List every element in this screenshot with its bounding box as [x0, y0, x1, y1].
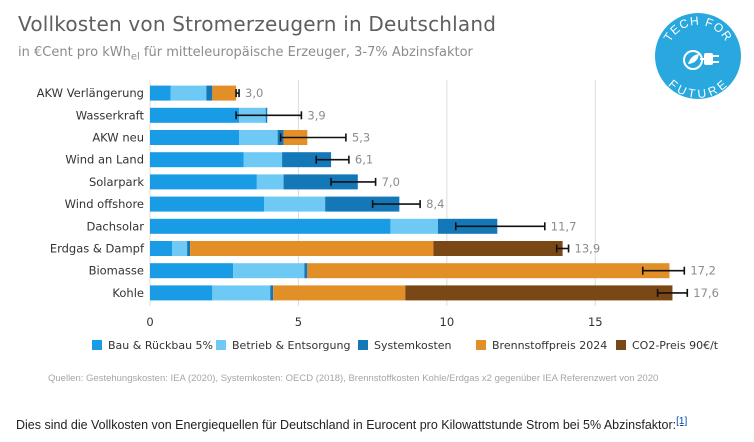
caption-paragraph: Dies sind die Vollkosten von Energiequel… [16, 416, 746, 432]
divider [0, 398, 754, 399]
bar-segment [390, 218, 438, 234]
bar-segment [150, 85, 171, 101]
x-tick-label: 15 [588, 315, 603, 329]
total-label: 7,0 [382, 175, 400, 189]
category-label: Kohle [112, 286, 144, 300]
legend-label: Betrieb & Entsorgung [232, 339, 350, 352]
bar-segment [150, 152, 244, 168]
bar-segment [150, 218, 391, 234]
category-label: Solarpark [89, 175, 144, 189]
legend-label: CO2-Preis 90€/t [632, 339, 719, 352]
caption-text: Dies sind die Vollkosten von Energiequel… [16, 418, 677, 433]
category-label: AKW Verlängerung [37, 86, 144, 100]
total-label: 11,7 [551, 219, 577, 233]
bar-segment [433, 241, 563, 256]
bar-segment [233, 263, 305, 279]
x-tick-label: 5 [295, 315, 302, 329]
footnote-link[interactable]: [1] [676, 416, 688, 427]
legend-label: Bau & Rückbau 5% [108, 339, 213, 352]
category-label: Wind offshore [65, 197, 144, 211]
subtitle-text: in €Cent pro kWh [18, 45, 131, 60]
total-label: 13,9 [575, 242, 601, 256]
bar-segment [150, 174, 257, 190]
bar-segment [150, 196, 265, 212]
bar-segment [170, 85, 207, 101]
tech-for-future-badge: TECH FOR FUTURE [655, 13, 741, 99]
bar-segment [190, 241, 434, 256]
chart-subtitle: in €Cent pro kWhel für mitteleuropäische… [18, 45, 473, 63]
legend-swatch [358, 340, 368, 350]
category-label: Wind an Land [65, 153, 144, 167]
source-note: Quellen: Gestehungskosten: IEA (2020), S… [48, 373, 659, 384]
category-label: Biomasse [89, 264, 144, 278]
category-label: Erdgas & Dampf [50, 242, 145, 256]
stacked-bar-chart: AKW Verlängerung 3,0 Wasserkraft 3,9 AKW neu… [37, 80, 719, 352]
total-label: 17,2 [690, 264, 716, 278]
bar-segment [150, 130, 240, 145]
bar-segment [325, 196, 400, 212]
bar-segment [150, 107, 240, 123]
bar-segment [172, 241, 188, 256]
chart-title: Vollkosten von Stromerzeugern in Deutsch… [18, 12, 497, 36]
legend-label: Systemkosten [374, 339, 452, 352]
legend-swatch [92, 340, 102, 350]
bar-segment [243, 152, 283, 168]
bar-segment [273, 285, 406, 301]
legend-swatch [216, 340, 226, 350]
bar-segment [150, 263, 234, 279]
total-label: 6,1 [355, 153, 373, 167]
subtitle-text-end: für mitteleuropäische Erzeuger, 3-7% Abz… [139, 45, 473, 60]
x-tick-label: 0 [146, 315, 153, 329]
total-label: 8,4 [426, 197, 444, 211]
x-tick-label: 10 [440, 315, 455, 329]
legend-swatch [476, 340, 486, 350]
bar-segment [256, 174, 284, 190]
bar-segment [150, 241, 173, 256]
bar-segment [282, 152, 332, 168]
bar-segment [150, 285, 213, 301]
total-label: 3,0 [245, 86, 263, 100]
total-label: 5,3 [352, 131, 370, 145]
bar-segment [212, 85, 237, 101]
bar-segment [239, 130, 278, 145]
bar-segment [206, 85, 213, 101]
bar-segment [405, 285, 673, 301]
bar-segment [264, 196, 326, 212]
plug-leaf-icon [683, 50, 719, 70]
category-label: AKW neu [92, 131, 144, 145]
total-label: 17,6 [693, 286, 719, 300]
category-label: Wasserkraft [76, 108, 145, 122]
bar-segment [270, 285, 274, 301]
legend-label: Brennstoffpreis 2024 [492, 339, 607, 352]
bar-segment [187, 241, 191, 256]
bar-segment [307, 263, 670, 279]
bar-segment [212, 285, 271, 301]
bar-segment [304, 263, 308, 279]
total-label: 3,9 [307, 108, 325, 122]
bar-segment [283, 174, 358, 190]
subtitle-subscript: el [130, 51, 140, 63]
category-label: Dachsolar [86, 219, 144, 233]
legend-swatch [616, 340, 626, 350]
